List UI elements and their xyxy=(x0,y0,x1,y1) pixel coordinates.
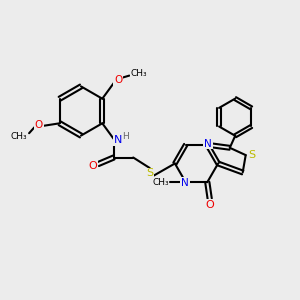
Text: H: H xyxy=(122,132,128,141)
Text: S: S xyxy=(248,150,255,160)
Text: O: O xyxy=(35,120,43,130)
Text: O: O xyxy=(114,75,122,85)
Text: S: S xyxy=(146,168,153,178)
Text: N: N xyxy=(114,135,122,145)
Text: O: O xyxy=(205,200,214,210)
Text: CH₃: CH₃ xyxy=(11,132,28,141)
Text: CH₃: CH₃ xyxy=(152,178,169,187)
Text: N: N xyxy=(181,178,189,188)
Text: N: N xyxy=(204,139,212,148)
Text: CH₃: CH₃ xyxy=(131,69,148,78)
Text: O: O xyxy=(88,160,97,171)
